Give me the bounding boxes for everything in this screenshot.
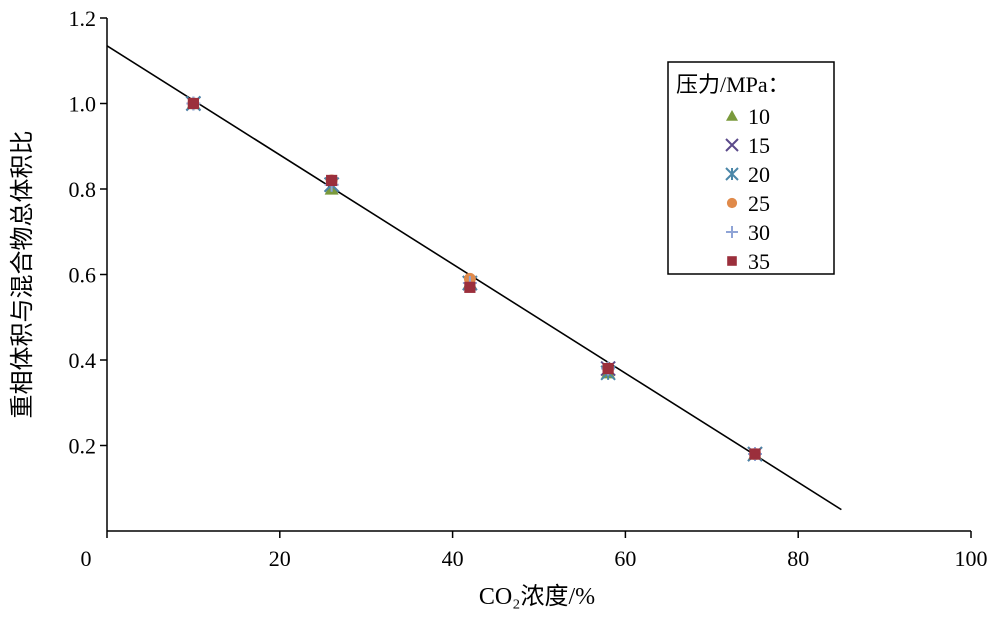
data-point-35 [749, 448, 761, 460]
y-axis-title: 重相体积与混合物总体积比 [9, 131, 36, 419]
legend-label-10: 10 [748, 104, 770, 129]
legend-marker-20 [725, 167, 739, 181]
legend-box [667, 61, 835, 275]
x-tick-label: 20 [269, 546, 291, 571]
x-tick-label: 0 [81, 546, 92, 571]
data-point-35 [187, 97, 199, 110]
y-tick-label: 0.4 [69, 348, 97, 373]
legend-label-15: 15 [748, 133, 770, 158]
legend-title: 压力/MPa： [676, 72, 790, 97]
ticks: 0 20 40 60 80 100 0.2 0.4 0.6 0.8 1.0 1.2 [69, 6, 988, 571]
x-tick-label: 100 [955, 546, 988, 571]
legend-marker-10 [726, 110, 738, 121]
legend: 压力/MPa： 10 15 20 25 30 35 [667, 61, 835, 275]
axes [106, 18, 971, 532]
y-tick-label: 1.2 [69, 6, 97, 31]
legend-label-35: 35 [748, 249, 770, 274]
x-tick-label: 60 [614, 546, 636, 571]
y-tick-label: 0.8 [69, 177, 97, 202]
legend-marker-25 [726, 197, 738, 209]
legend-label-20: 20 [748, 162, 770, 187]
legend-label-30: 30 [748, 220, 770, 245]
y-tick-label: 0.6 [69, 263, 97, 288]
legend-label-25: 25 [748, 191, 770, 216]
legend-marker-30 [726, 226, 738, 238]
data-point-35 [602, 362, 614, 375]
y-tick-label: 0.2 [69, 434, 97, 459]
legend-marker-15 [725, 138, 739, 152]
x-tick-label: 40 [442, 546, 464, 571]
x-axis-title: CO₂浓度/% [479, 583, 595, 610]
data-point-35 [326, 174, 338, 187]
data-points [185, 95, 763, 462]
x-tick-label: 80 [787, 546, 809, 571]
legend-marker-35 [727, 256, 737, 266]
y-tick-label: 1.0 [69, 92, 97, 117]
data-point-35 [464, 281, 476, 293]
